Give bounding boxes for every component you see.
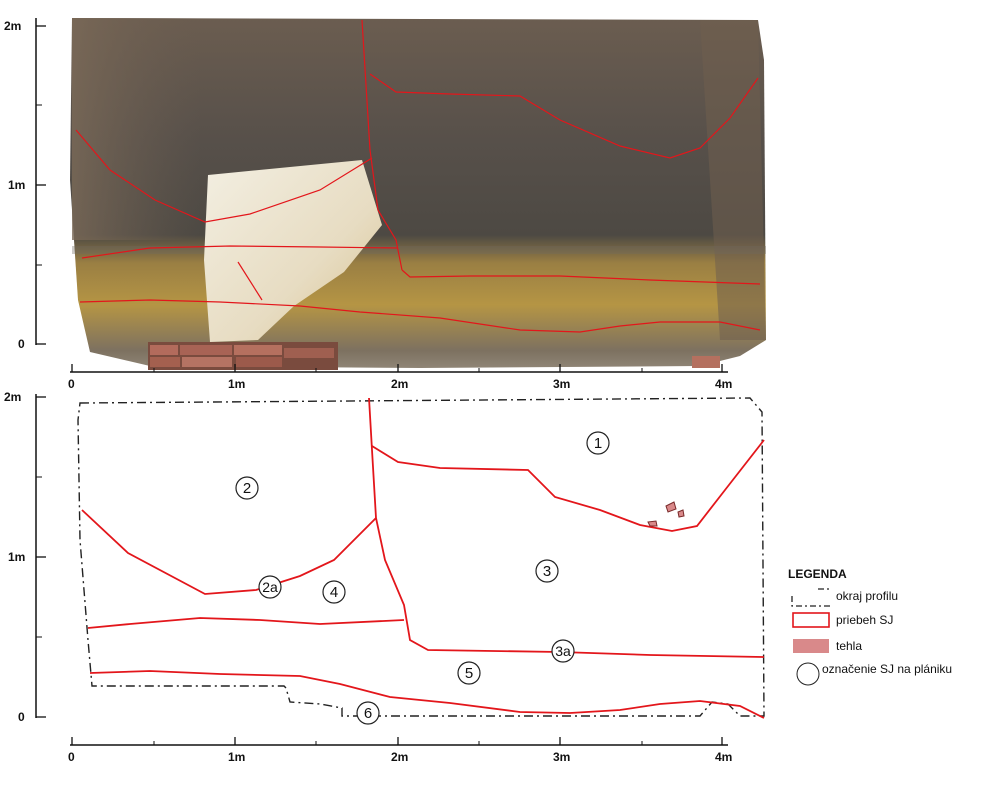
photo-x-tick-2m: 2m	[391, 377, 408, 391]
legend-item-sj-marker: označenie SJ na plániku	[796, 662, 952, 686]
plan-x-tick-3m: 3m	[553, 750, 570, 764]
plan-y-tick-1m: 1m	[8, 550, 25, 564]
photo-x-tick-3m: 3m	[553, 377, 570, 391]
legend-item-profile-edge: okraj profilu	[791, 588, 898, 607]
plan-bricks	[647, 501, 685, 527]
plan-sj-lines	[81, 397, 765, 719]
sj-label-6: 6	[356, 701, 380, 725]
svg-text:5: 5	[465, 665, 473, 682]
photo-y-tick-0: 0	[18, 337, 25, 351]
svg-text:3a: 3a	[555, 643, 571, 659]
svg-text:tehla: tehla	[836, 639, 862, 653]
legend-title: LEGENDA	[788, 567, 847, 581]
photo-x-tick-0: 0	[68, 377, 75, 391]
sj-label-3: 3	[535, 559, 559, 583]
photo-sj-lines	[75, 19, 761, 333]
photo-bricks	[148, 342, 720, 370]
sj-label-2: 2	[235, 476, 259, 500]
svg-text:okraj profilu: okraj profilu	[836, 589, 898, 603]
profile-edge-outline	[77, 397, 765, 717]
sj-label-2a: 2a	[258, 575, 282, 599]
plan-x-tick-0: 0	[68, 750, 75, 764]
legend-item-sj-line: priebeh SJ	[792, 612, 893, 628]
svg-text:2: 2	[243, 480, 251, 497]
sj-label-1: 1	[586, 431, 610, 455]
plan-x-tick-4m: 4m	[715, 750, 732, 764]
profile-photo	[70, 18, 766, 370]
plan-y-axis: 2m 1m 0	[4, 390, 46, 724]
photo-y-axis: 2m 1m 0	[4, 18, 46, 351]
svg-text:priebeh SJ: priebeh SJ	[836, 613, 893, 627]
svg-text:3: 3	[543, 563, 551, 580]
plan-y-tick-2m: 2m	[4, 390, 21, 404]
sj-label-3a: 3a	[551, 639, 575, 663]
limestone-slab	[204, 160, 382, 342]
photo-y-tick-2m: 2m	[4, 19, 21, 33]
photo-x-tick-1m: 1m	[228, 377, 245, 391]
photo-x-tick-4m: 4m	[715, 377, 732, 391]
plan-x-axis: 0 1m 2m 3m 4m	[68, 737, 732, 764]
svg-text:4: 4	[330, 584, 338, 601]
photo-x-axis: 0 1m 2m 3m 4m	[68, 364, 732, 391]
svg-text:2a: 2a	[262, 579, 278, 595]
svg-text:1: 1	[594, 435, 602, 452]
plan-y-tick-0: 0	[18, 710, 25, 724]
svg-text:označenie SJ na plániku: označenie SJ na plániku	[822, 662, 952, 676]
plan-x-tick-2m: 2m	[391, 750, 408, 764]
plan-x-tick-1m: 1m	[228, 750, 245, 764]
svg-text:6: 6	[364, 705, 372, 722]
legend-item-brick: tehla	[793, 639, 862, 653]
sj-label-4: 4	[322, 580, 346, 604]
photo-y-tick-1m: 1m	[8, 178, 25, 192]
legend: LEGENDA okraj profilu priebeh SJ tehla o…	[788, 567, 952, 686]
sj-label-5: 5	[457, 661, 481, 685]
